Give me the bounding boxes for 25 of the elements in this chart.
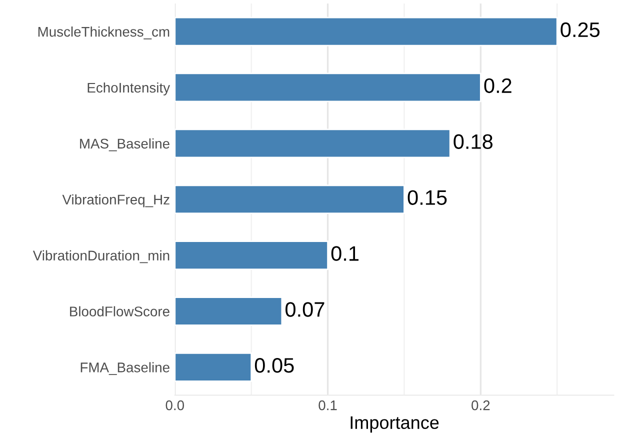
bar <box>174 240 328 270</box>
x-axis-title: Importance <box>350 416 439 433</box>
y-tick-label: FMA_Baseline <box>80 362 170 375</box>
bar <box>174 352 252 382</box>
data-label: 0.15 <box>408 190 447 205</box>
data-label: 0.2 <box>484 78 512 94</box>
x-tick-label: 0.2 <box>472 400 490 410</box>
bar <box>174 16 558 46</box>
y-tick-label: VibrationFreq_Hz <box>62 194 170 208</box>
bar <box>174 184 405 214</box>
data-label: 0.25 <box>560 22 600 38</box>
y-tick-label: VibrationDuration_min <box>32 250 170 264</box>
x-tick-label: 0.0 <box>166 400 184 410</box>
y-tick-label: MAS_Baseline <box>80 138 170 152</box>
y-tick-label: EchoIntensity <box>88 82 170 96</box>
data-label: 0.07 <box>286 302 324 317</box>
bar <box>174 128 451 158</box>
bar <box>174 296 283 326</box>
y-tick-label: BloodFlowScore <box>70 306 170 316</box>
y-tick-label: MuscleThickness_cm <box>38 26 170 40</box>
data-label: 0.05 <box>254 358 294 373</box>
data-label: 0.18 <box>454 134 493 150</box>
data-label: 0.1 <box>331 246 358 261</box>
x-tick-label: 0.1 <box>318 400 337 410</box>
bar <box>174 72 482 102</box>
